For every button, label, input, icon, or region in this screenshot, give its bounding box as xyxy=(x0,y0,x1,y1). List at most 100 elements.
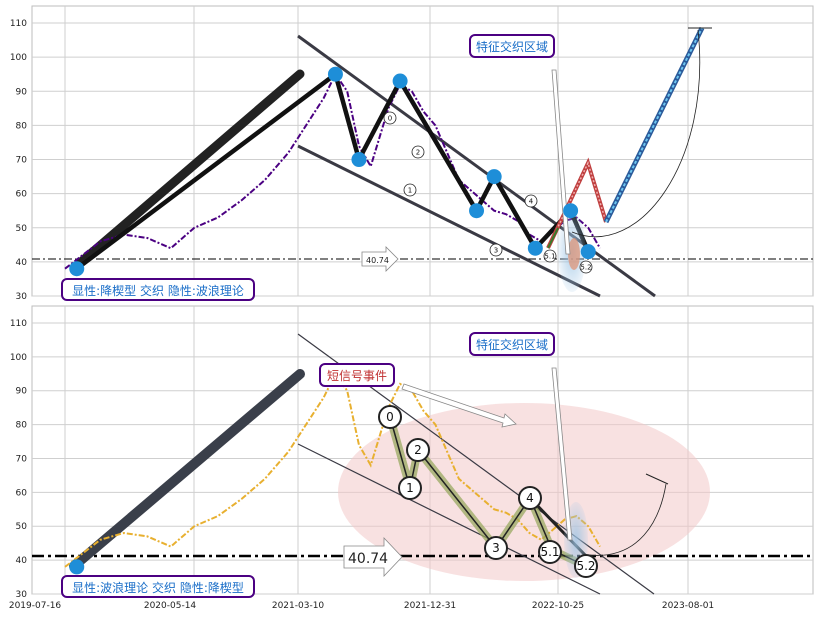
top-wave-label: 4 xyxy=(529,197,534,205)
bottom-curve xyxy=(587,483,667,556)
top-pivot-marker xyxy=(486,169,502,185)
top-pivot-path xyxy=(75,71,591,271)
bottom-annotation-box: 特征交织区域 xyxy=(469,332,555,356)
top-pivot-markers xyxy=(69,66,596,277)
bottom-x-tick-label: 2020-05-14 xyxy=(144,601,197,611)
bottom-wave-label: 4 xyxy=(526,491,534,505)
top-wave-marker xyxy=(579,260,593,274)
top-wave-label: 2 xyxy=(416,148,420,156)
bottom-x-tick-label: 2021-03-10 xyxy=(272,601,325,611)
top-pivot-marker xyxy=(580,244,596,260)
top-pivot-marker xyxy=(527,240,543,256)
bottom-wave-marker xyxy=(406,438,430,462)
top-annotation-box: 特征交织区域 xyxy=(469,34,555,58)
top-wave-labels: 0 1 2 3 4 5.1 5.2 xyxy=(383,111,593,274)
top-pivot-marker xyxy=(563,203,579,219)
bottom-impulse-stroke xyxy=(69,369,305,571)
top-wave-label: 1 xyxy=(408,186,412,194)
bottom-footer-text: 显性:波浪理论 交织 隐性:降楔型 xyxy=(72,580,244,595)
top-y-tick-label: 70 xyxy=(16,156,28,166)
bottom-y-tick-label: 30 xyxy=(16,590,28,600)
bottom-y-tick-label: 100 xyxy=(10,353,27,363)
top-reference-arrow: 40.74 xyxy=(361,246,399,272)
bottom-reference-arrow: 40.74 xyxy=(343,536,403,578)
top-lower-wedge-line xyxy=(297,144,601,298)
bottom-wave-label: 2 xyxy=(414,443,422,457)
bottom-y-tick-label: 40 xyxy=(16,556,28,566)
bottom-x-tick-label: 2023-08-01 xyxy=(662,601,714,611)
bottom-y-ticks: 30 40 50 60 70 80 90 100 110 xyxy=(10,319,27,600)
bottom-y-tick-label: 70 xyxy=(16,454,28,464)
top-wave-marker xyxy=(411,145,425,159)
top-y-tick-label: 60 xyxy=(16,190,28,200)
bottom-wave-label: 0 xyxy=(386,410,394,424)
top-wave-label: 5.2 xyxy=(580,263,591,271)
bottom-lower-wedge-line xyxy=(297,443,601,595)
bottom-footer-box: 显性:波浪理论 交织 隐性:降楔型 xyxy=(61,575,255,598)
bottom-wave-label: 3 xyxy=(492,541,500,555)
bottom-x-tick-label: 2021-12-31 xyxy=(404,601,456,611)
bottom-y-tick-label: 60 xyxy=(16,488,28,498)
top-wave-marker xyxy=(403,183,417,197)
top-price-series xyxy=(64,72,601,270)
bottom-pointer-arrow xyxy=(551,367,573,541)
bottom-y-tick-label: 90 xyxy=(16,387,28,397)
top-y-ticks: 30 40 50 60 70 80 90 100 110 xyxy=(10,19,27,302)
bottom-wave-label: 5.1 xyxy=(540,545,559,559)
top-pivot-marker xyxy=(469,203,485,219)
bottom-event-box: 短信号事件 xyxy=(319,363,395,387)
bottom-wave-label: 1 xyxy=(406,481,414,495)
bottom-event-text: 短信号事件 xyxy=(327,369,387,383)
top-footer-text: 显性:降楔型 交织 隐性:波浪理论 xyxy=(72,283,244,298)
top-pivot-marker xyxy=(392,73,408,89)
bottom-wave-marker xyxy=(484,536,508,560)
bottom-wave-marker xyxy=(398,476,422,500)
bottom-x-tick-label: 2019-07-16 xyxy=(9,601,62,611)
bottom-reference-label: 40.74 xyxy=(348,551,388,567)
bottom-wave-marker xyxy=(378,405,402,429)
top-y-tick-label: 40 xyxy=(16,258,28,268)
top-wave-label: 3 xyxy=(494,246,498,254)
bottom-wave-labels: 0 1 2 3 4 5.1 5.2 xyxy=(378,405,598,578)
top-y-tick-label: 30 xyxy=(16,292,28,302)
top-forecast-curve xyxy=(571,29,701,238)
bottom-x-ticks: 2019-07-16 2020-05-14 2021-03-10 2021-12-31… xyxy=(9,601,714,611)
top-pivot-marker xyxy=(327,66,343,82)
top-y-tick-label: 50 xyxy=(16,224,28,234)
top-reference-label: 40.74 xyxy=(366,256,389,265)
bottom-y-tick-label: 50 xyxy=(16,522,28,532)
top-wave-marker xyxy=(543,249,557,263)
bottom-annotation-text: 特征交织区域 xyxy=(476,337,548,352)
top-glow-core xyxy=(568,238,580,270)
bottom-pivot-marker xyxy=(69,559,85,575)
top-wave-marker xyxy=(383,111,397,125)
top-wave-marker xyxy=(489,243,503,257)
top-pivot-marker xyxy=(69,261,85,277)
bottom-wave-marker xyxy=(538,540,562,564)
top-pivot-marker xyxy=(351,152,367,168)
top-wave-marker xyxy=(524,194,538,208)
top-footer-box: 显性:降楔型 交织 隐性:波浪理论 xyxy=(61,278,255,301)
bottom-event-arrow xyxy=(401,383,517,428)
bottom-wave-marker xyxy=(518,486,542,510)
bottom-y-tick-label: 110 xyxy=(10,319,27,329)
bottom-x-tick-label: 2022-10-25 xyxy=(532,601,584,611)
top-y-tick-label: 100 xyxy=(10,53,27,63)
bottom-pivot-markers xyxy=(69,366,343,575)
top-y-tick-label: 90 xyxy=(16,87,28,97)
top-wave-label: 0 xyxy=(388,114,392,122)
top-y-tick-label: 110 xyxy=(10,19,27,29)
top-upper-wedge-line xyxy=(297,34,656,298)
top-y-tick-label: 80 xyxy=(16,121,28,131)
bottom-price-series xyxy=(64,371,601,568)
bottom-wave-marker xyxy=(574,554,598,578)
bottom-y-tick-label: 80 xyxy=(16,421,28,431)
top-impulse-stroke xyxy=(69,69,305,273)
top-annotation-text: 特征交织区域 xyxy=(476,39,548,54)
top-wave-label: 5.1 xyxy=(544,252,555,260)
bottom-wave-label: 5.2 xyxy=(576,559,595,573)
